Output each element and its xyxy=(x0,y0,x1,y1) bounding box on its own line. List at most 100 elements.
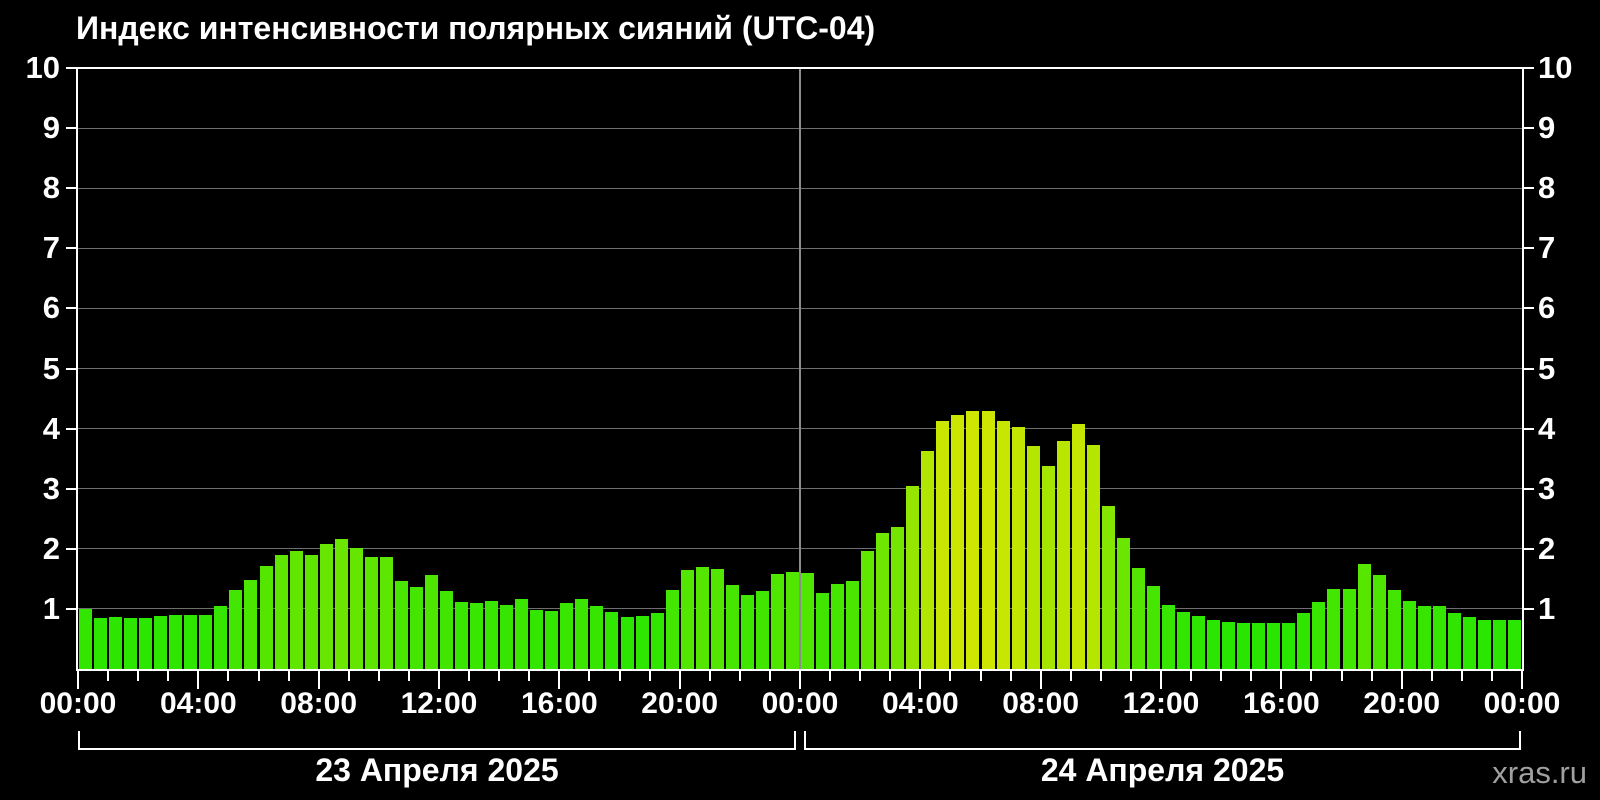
x-axis-major-tick xyxy=(919,671,922,689)
bar xyxy=(996,421,1010,669)
bar xyxy=(710,569,724,669)
y-axis-label-left: 8 xyxy=(42,170,60,206)
y-axis-tick-left xyxy=(66,487,76,490)
y-axis-label-right: 10 xyxy=(1538,50,1573,85)
date-bracket-end-left xyxy=(78,731,80,748)
bar xyxy=(1207,620,1221,669)
x-axis-minor-tick xyxy=(1099,671,1102,681)
x-axis-minor-tick xyxy=(829,671,832,681)
y-axis-line-right xyxy=(1522,67,1524,671)
bar xyxy=(409,587,423,669)
x-axis-minor-tick xyxy=(1340,671,1343,681)
bar xyxy=(876,532,890,669)
y-axis-label-right: 5 xyxy=(1538,350,1556,386)
bar xyxy=(951,415,965,669)
bar xyxy=(1101,505,1115,669)
x-axis-minor-tick xyxy=(738,671,741,681)
y-axis-label-left: 3 xyxy=(42,470,60,506)
bar xyxy=(1342,589,1356,669)
bar xyxy=(575,598,589,669)
x-axis-label: 16:00 xyxy=(520,687,598,720)
bar xyxy=(590,605,604,669)
bar xyxy=(184,614,198,669)
bar xyxy=(635,615,649,669)
bar xyxy=(500,604,514,669)
x-axis-minor-tick xyxy=(347,671,350,681)
bar xyxy=(1011,426,1025,669)
x-axis-minor-tick xyxy=(167,671,170,681)
y-axis-label-left: 5 xyxy=(42,350,60,386)
plot-top-border xyxy=(76,67,1524,69)
bar xyxy=(214,605,228,669)
y-axis-tick-left xyxy=(66,187,76,190)
bar xyxy=(560,602,574,669)
bar xyxy=(1312,601,1326,669)
y-axis-tick-left xyxy=(66,427,76,430)
bar xyxy=(1252,622,1266,669)
x-axis-major-tick xyxy=(1521,671,1523,689)
x-axis-label: 16:00 xyxy=(1242,687,1320,720)
x-axis-label: 20:00 xyxy=(1363,687,1441,720)
bar xyxy=(244,580,258,669)
x-axis-minor-tick xyxy=(1370,671,1373,681)
bar xyxy=(139,617,153,669)
bar xyxy=(861,550,875,669)
bar xyxy=(1146,586,1160,669)
x-axis-minor-tick xyxy=(377,671,380,681)
bar xyxy=(620,616,634,669)
bar xyxy=(485,601,499,669)
bar xyxy=(1372,574,1386,669)
x-axis-label: 08:00 xyxy=(1002,687,1080,720)
bar xyxy=(1327,589,1341,669)
y-axis-tick-left xyxy=(66,307,76,310)
bar xyxy=(379,556,393,669)
y-axis-label-right: 9 xyxy=(1538,110,1556,146)
x-axis-major-tick xyxy=(678,671,681,689)
x-axis-minor-tick xyxy=(1190,671,1193,681)
y-axis-tick-left xyxy=(66,67,76,69)
x-axis-minor-tick xyxy=(1250,671,1253,681)
x-axis-major-tick xyxy=(1039,671,1042,689)
bar xyxy=(1297,613,1311,669)
bar xyxy=(530,609,544,669)
bar xyxy=(1447,612,1461,669)
bar xyxy=(515,599,529,669)
y-axis-label-left: 2 xyxy=(42,530,60,566)
bar xyxy=(109,616,123,669)
day-separator-line xyxy=(799,68,801,669)
bar xyxy=(1071,423,1085,669)
y-axis-tick-right xyxy=(1524,67,1534,69)
bar xyxy=(1192,615,1206,669)
x-axis-minor-tick xyxy=(859,671,862,681)
date-bracket-end-right xyxy=(1519,731,1521,748)
bar xyxy=(1267,622,1281,669)
bar xyxy=(1026,446,1040,669)
x-axis-minor-tick xyxy=(468,671,471,681)
bar xyxy=(1056,441,1070,669)
x-axis-minor-tick xyxy=(768,671,771,681)
bar xyxy=(755,591,769,669)
bar xyxy=(199,614,213,669)
x-axis-minor-tick xyxy=(1129,671,1132,681)
x-axis-line xyxy=(76,669,1524,671)
y-axis-tick-left xyxy=(66,547,76,550)
x-axis-minor-tick xyxy=(1009,671,1012,681)
x-axis-minor-tick xyxy=(227,671,230,681)
x-axis-minor-tick xyxy=(1069,671,1072,681)
x-axis-label: 20:00 xyxy=(641,687,719,720)
y-axis-label-right: 8 xyxy=(1538,170,1556,206)
x-axis-minor-tick xyxy=(257,671,260,681)
bar xyxy=(770,574,784,669)
bar xyxy=(695,566,709,669)
y-axis-label-right: 4 xyxy=(1538,410,1556,446)
bar xyxy=(785,571,799,669)
bar xyxy=(1507,619,1521,669)
y-axis-label-left: 4 xyxy=(42,410,60,446)
bar xyxy=(906,486,920,669)
bar xyxy=(455,601,469,669)
x-axis-minor-tick xyxy=(1430,671,1433,681)
y-axis-tick-right xyxy=(1524,487,1534,490)
date-bracket-line xyxy=(804,748,1521,750)
bar xyxy=(124,617,138,669)
x-axis-minor-tick xyxy=(648,671,651,681)
